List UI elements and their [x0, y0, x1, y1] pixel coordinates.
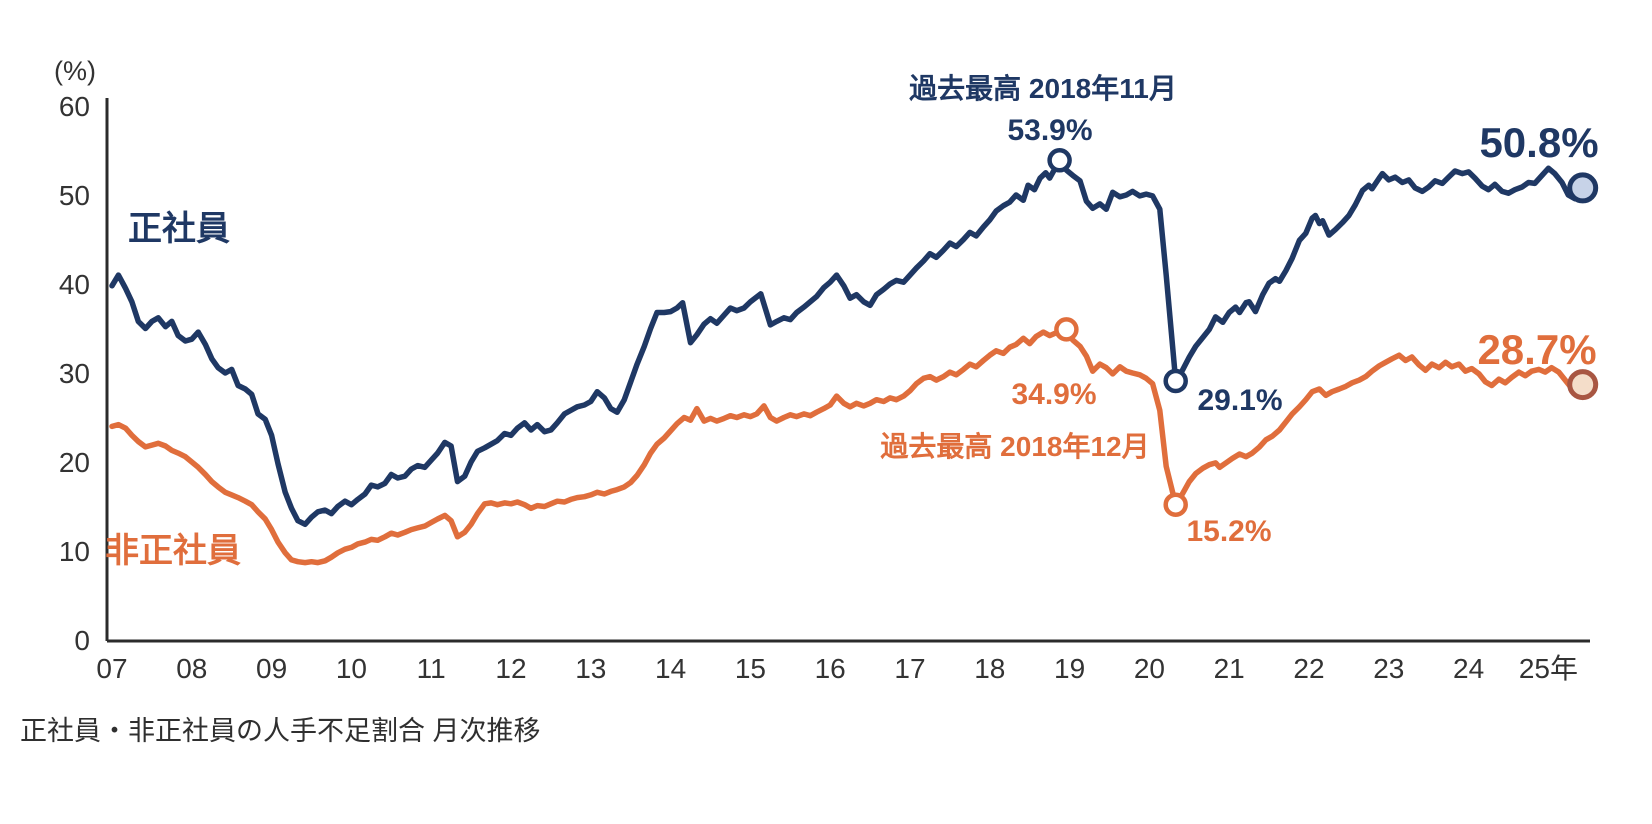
x-tick-labels: 07 08 09 10 11 12 13 14 15 16 17 18 19 20 21 22 23 24 25年 [96, 653, 1578, 684]
series-lines [109, 157, 1586, 566]
x-tick-label-23: 23 [1373, 653, 1404, 684]
x-tick-label-11: 11 [417, 653, 446, 684]
x-tick-label-20: 20 [1134, 653, 1165, 684]
series-line-regular [109, 157, 1586, 528]
y-tick-label-0: 0 [74, 625, 90, 656]
regular-record-high-value: 53.9% [1007, 114, 1092, 147]
nonregular-covid-low-marker [1163, 492, 1188, 517]
nonregular-latest-value: 28.7% [1477, 326, 1596, 373]
x-tick-label-17: 17 [894, 653, 925, 684]
x-tick-label-22: 22 [1293, 653, 1324, 684]
x-tick-label-12: 12 [495, 653, 526, 684]
nonregular-covid-low-value: 15.2% [1186, 515, 1271, 548]
regular-covid-low-value: 29.1% [1197, 384, 1282, 417]
x-tick-label-10: 10 [336, 653, 367, 684]
x-tick-label-16: 16 [815, 653, 846, 684]
x-tick-label-08: 08 [176, 653, 207, 684]
series-label-regular: 正社員 [128, 210, 230, 248]
y-tick-label-50: 50 [59, 180, 90, 211]
x-tick-label-14: 14 [655, 653, 686, 684]
y-tick-label-30: 30 [59, 358, 90, 389]
y-tick-label-20: 20 [59, 447, 90, 478]
x-tick-label-07: 07 [96, 653, 127, 684]
axes [105, 98, 1590, 643]
x-tick-label-21: 21 [1214, 653, 1245, 684]
x-tick-label-25年: 25年 [1519, 653, 1578, 684]
y-tick-labels: 0 10 20 30 40 50 60 [59, 91, 90, 656]
regular-record-high-label: 過去最高 2018年11月 [909, 72, 1177, 104]
regular-latest-value: 50.8% [1479, 119, 1598, 166]
series-label-nonregular: 非正社員 [105, 532, 241, 570]
chart-caption: 正社員・非正社員の人手不足割合 月次推移 [20, 716, 541, 746]
x-tick-label-24: 24 [1453, 653, 1484, 684]
nonregular-latest-marker [1567, 369, 1599, 401]
series-line-nonregular [109, 326, 1586, 566]
regular-latest-marker [1567, 172, 1599, 204]
y-tick-label-40: 40 [59, 269, 90, 300]
regular-covid-low-marker [1163, 368, 1188, 394]
nonregular-record-high-marker [1054, 317, 1079, 342]
nonregular-record-high-label: 過去最高 2018年12月 [880, 430, 1149, 462]
regular-record-high-marker [1047, 148, 1072, 173]
x-tick-label-15: 15 [735, 653, 766, 684]
x-tick-label-13: 13 [575, 653, 606, 684]
y-tick-label-60: 60 [59, 91, 90, 122]
x-tick-label-18: 18 [974, 653, 1005, 684]
nonregular-record-high-value: 34.9% [1011, 378, 1096, 411]
data-point-markers [1047, 148, 1599, 517]
x-tick-label-19: 19 [1054, 653, 1085, 684]
x-tick-label-09: 09 [256, 653, 287, 684]
y-axis-unit-label: (%) [54, 56, 96, 86]
y-tick-label-10: 10 [59, 536, 90, 567]
